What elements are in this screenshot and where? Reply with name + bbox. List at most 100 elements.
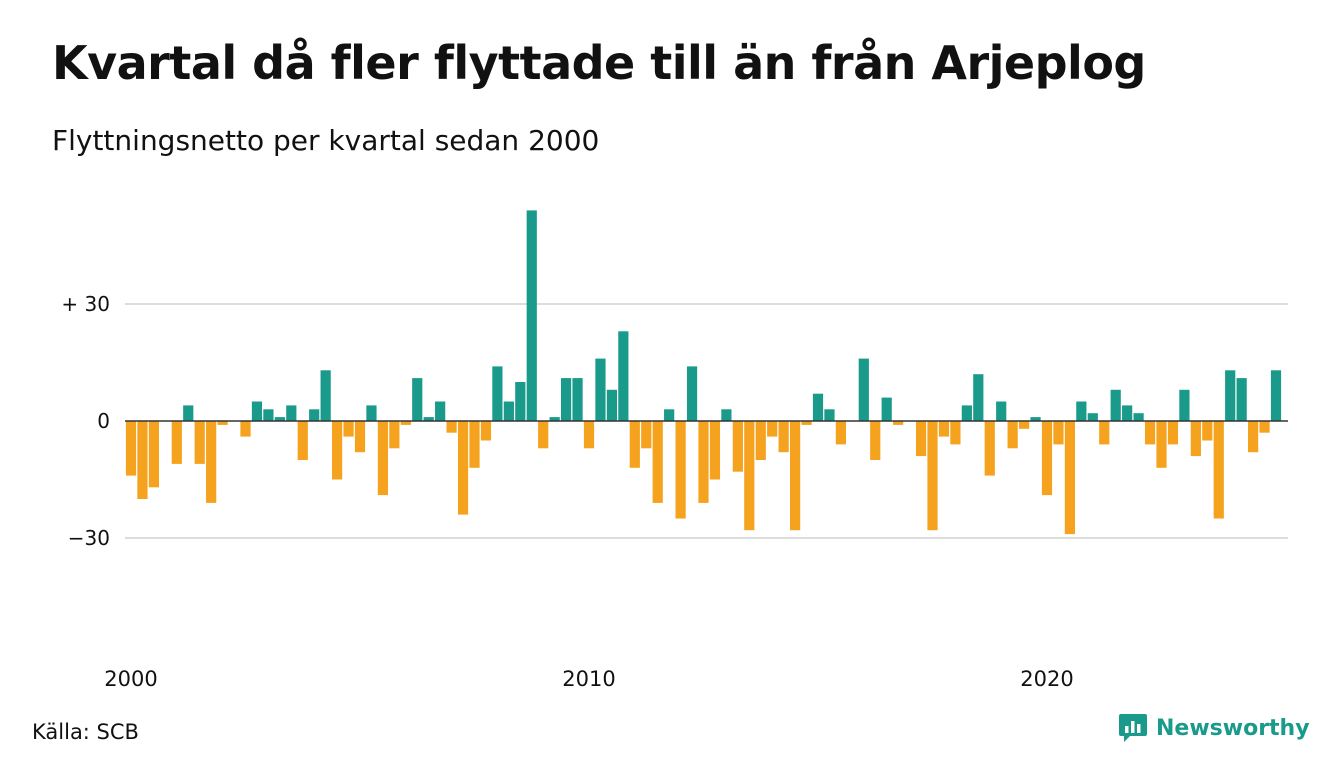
bar-negative: [641, 421, 652, 449]
bar-positive: [664, 409, 675, 421]
bar-positive: [1076, 401, 1087, 421]
bar-negative: [217, 421, 228, 425]
bar-positive: [492, 366, 503, 421]
bar-positive: [1236, 378, 1247, 421]
bar-negative: [1213, 421, 1224, 519]
bar-negative: [583, 421, 595, 449]
bar-positive: [549, 417, 560, 421]
bar-positive: [1225, 370, 1236, 421]
y-tick-label: 0: [97, 409, 110, 433]
bar-positive: [973, 374, 984, 421]
bar-positive: [366, 405, 377, 421]
bar-positive: [503, 401, 514, 421]
bar-negative: [206, 421, 217, 503]
bar-negative: [732, 421, 743, 472]
bar-negative: [835, 421, 846, 445]
bar-negative: [950, 421, 961, 445]
bar-positive: [996, 401, 1007, 421]
bar-positive: [961, 405, 972, 421]
bar-negative: [1053, 421, 1064, 445]
bar-negative: [755, 421, 766, 460]
bar-negative: [538, 421, 549, 449]
bar-positive: [686, 366, 698, 421]
bar-positive: [412, 378, 423, 421]
bar-positive: [1270, 370, 1282, 421]
x-tick-label: 2010: [562, 667, 615, 691]
bar-positive: [881, 397, 892, 421]
bar-negative: [125, 421, 137, 476]
bar-positive: [263, 409, 274, 421]
bar-negative: [790, 421, 801, 531]
x-tick-label: 2020: [1020, 667, 1073, 691]
brand-name: Newsworthy: [1156, 715, 1310, 741]
bar-negative: [778, 421, 789, 453]
bar-positive: [1122, 405, 1133, 421]
y-tick-label: −30: [68, 526, 110, 550]
y-tick-label: + 30: [61, 292, 110, 316]
bar-negative: [1007, 421, 1018, 449]
bar-positive: [423, 417, 434, 421]
bar-negative: [194, 421, 205, 464]
bar-negative: [354, 421, 366, 453]
bar-positive: [526, 210, 537, 421]
bar-positive: [606, 389, 617, 421]
bar-positive: [274, 417, 285, 421]
bar-positive: [515, 382, 526, 421]
bar-positive: [183, 405, 194, 421]
bar-negative: [148, 421, 159, 488]
bar-negative: [389, 421, 400, 449]
bar-positive: [286, 405, 297, 421]
bar-positive: [561, 378, 572, 421]
bar-negative: [400, 421, 411, 425]
newsworthy-logo[interactable]: Newsworthy: [1118, 712, 1310, 744]
bar-negative: [629, 421, 640, 468]
bar-negative: [240, 421, 251, 437]
bar-negative: [984, 421, 995, 476]
bar-negative: [767, 421, 778, 437]
bar-negative: [469, 421, 480, 468]
bar-negative: [297, 421, 308, 460]
bar-negative: [137, 421, 148, 499]
bar-positive: [595, 358, 606, 421]
bar-positive: [1179, 389, 1190, 421]
bar-negative: [801, 421, 812, 425]
bar-chart: + 30 0 −30 2000 2010 2020: [61, 210, 1288, 691]
x-tick-label: 2000: [104, 667, 157, 691]
bar-negative: [938, 421, 950, 437]
bar-negative: [343, 421, 354, 437]
bar-negative: [1190, 421, 1201, 457]
chart-subtitle: Flyttningsnetto per kvartal sedan 2000: [52, 124, 600, 157]
bar-positive: [1133, 413, 1144, 421]
bar-positive: [251, 401, 263, 421]
bar-positive: [435, 401, 446, 421]
bar-negative: [446, 421, 457, 433]
bar-positive: [572, 378, 583, 421]
bar-positive: [721, 409, 732, 421]
bar-negative: [698, 421, 709, 503]
bar-negative: [1099, 421, 1110, 445]
bar-negative: [1167, 421, 1179, 445]
bar-negative: [1144, 421, 1156, 445]
bar-positive: [320, 370, 331, 421]
chart-title: Kvartal då fler flyttade till än från Ar…: [52, 36, 1146, 90]
source-note: Källa: SCB: [32, 720, 139, 744]
bar-negative: [1064, 421, 1075, 535]
bar-negative: [1019, 421, 1030, 429]
bar-chart-icon: [1119, 714, 1147, 742]
bar-negative: [1248, 421, 1259, 453]
bar-positive: [1030, 417, 1041, 421]
bar-negative: [927, 421, 938, 531]
bar-positive: [1087, 413, 1098, 421]
bar-positive: [812, 393, 824, 421]
bar-negative: [332, 421, 343, 480]
bar-negative: [915, 421, 927, 457]
bar-negative: [893, 421, 904, 425]
bar-negative: [1156, 421, 1167, 468]
bar-negative: [1202, 421, 1213, 441]
bar-negative: [377, 421, 388, 496]
bar-negative: [744, 421, 755, 531]
bar-negative: [457, 421, 469, 515]
bar-positive: [309, 409, 320, 421]
bar-negative: [1259, 421, 1270, 433]
bar-positive: [824, 409, 835, 421]
